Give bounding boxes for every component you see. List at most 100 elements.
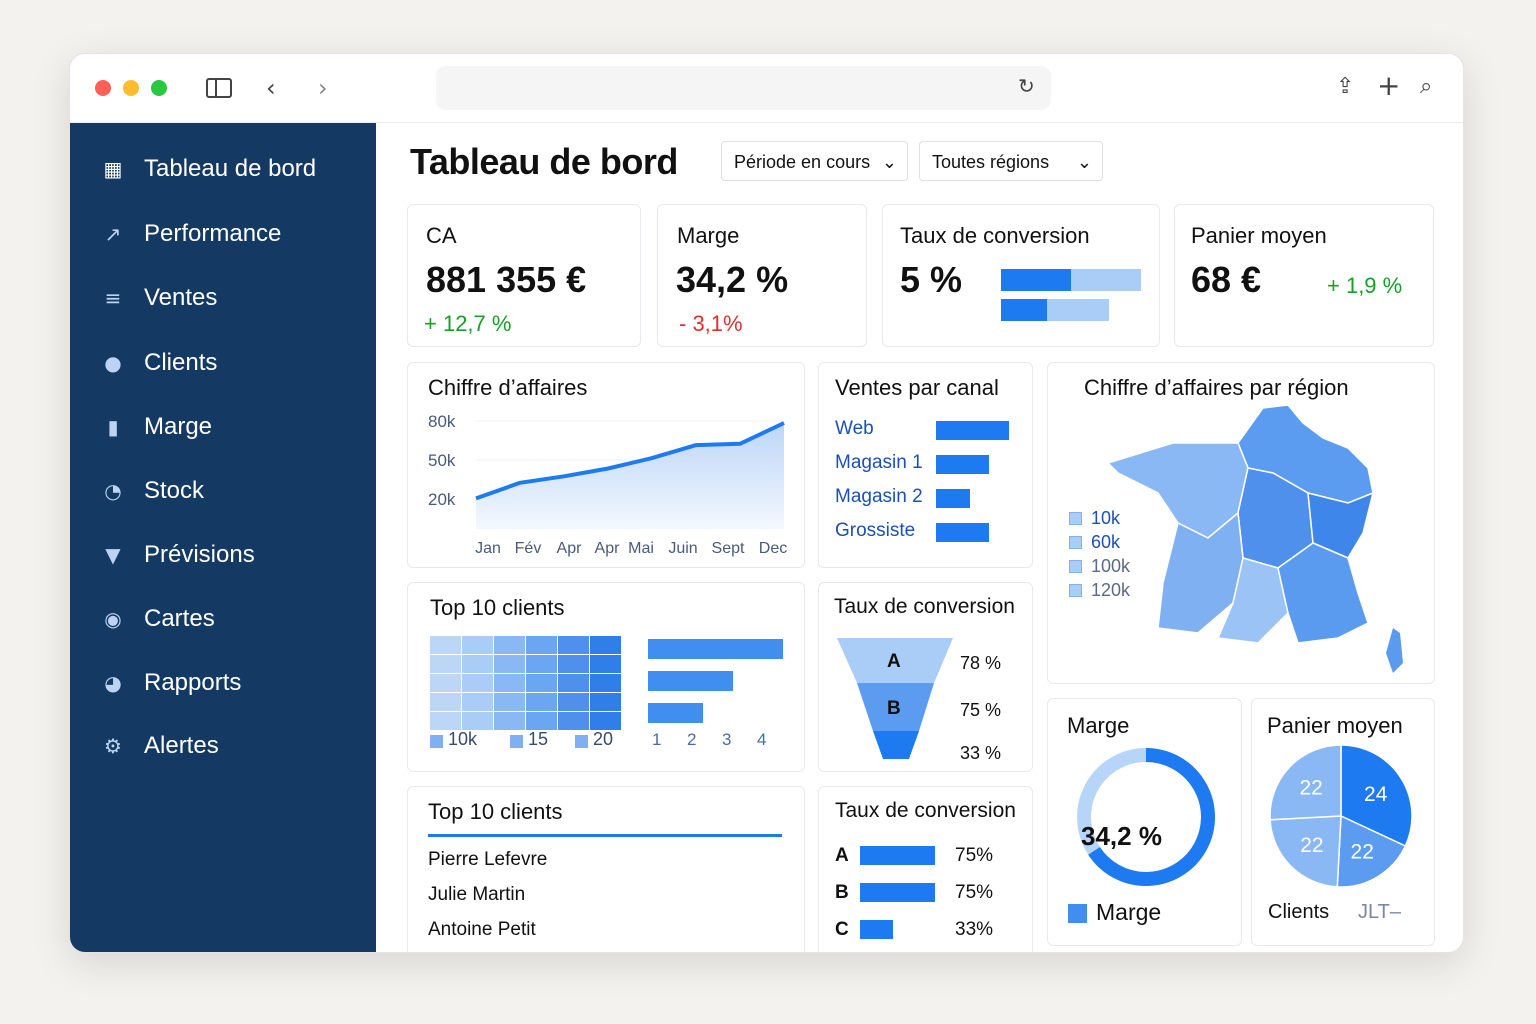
legend-swatch xyxy=(1069,560,1082,573)
channel-bar xyxy=(936,489,971,508)
france-map xyxy=(1106,404,1403,673)
revenue-area-chart: 80k 50k 20k Jan Fév Apr Apr Mai Juin Sept Dec xyxy=(428,412,787,557)
x-tick-label: Fév xyxy=(515,540,542,557)
heatmap-cell xyxy=(494,636,525,654)
sidebar-item-label: Rapports xyxy=(144,669,242,696)
new-tab-icon[interactable]: + xyxy=(1377,69,1401,102)
sidebar-toggle-icon[interactable] xyxy=(206,78,232,98)
heatmap-cell xyxy=(590,636,621,654)
channel-bar xyxy=(936,523,989,542)
kpi-label: Marge xyxy=(677,223,740,248)
sidebar-item-alertes[interactable]: ⚙ Alertes xyxy=(100,732,219,760)
kpi-label: Panier moyen xyxy=(1191,223,1327,248)
heatmap-cell xyxy=(430,712,461,730)
chart-title: Ventes par canal xyxy=(835,375,999,400)
heatmap-cell xyxy=(494,655,525,673)
heatmap-cell xyxy=(558,693,589,711)
close-window-button[interactable] xyxy=(95,80,111,96)
sidebar-item-rapports[interactable]: ◕ Rapports xyxy=(100,669,241,697)
kpi-marge: Marge 34,2 % - 3,1% xyxy=(657,204,867,347)
user-icon: ● xyxy=(104,351,122,375)
heatmap-cell xyxy=(526,674,557,692)
bookmark-doc-icon: ▮ xyxy=(107,415,119,439)
conversion-bars-card: Taux de conversion A 75% B 75% C 33% xyxy=(818,786,1033,952)
sidebar-item-cartes[interactable]: ◉ Cartes xyxy=(100,605,215,633)
conversion-funnel xyxy=(837,638,953,759)
bar-value-label: 75% xyxy=(955,882,994,903)
x-tick-label: Jan xyxy=(475,540,501,557)
margin-donut-card: Marge 34,2 % Marge xyxy=(1047,698,1242,946)
heatmap-cell xyxy=(558,636,589,654)
heatmap-cell xyxy=(430,636,461,654)
chart-title: Taux de conversion xyxy=(835,799,1016,822)
heatmap-cell xyxy=(462,655,493,673)
x-tick-label: Mai xyxy=(628,540,654,557)
sidebar-item-label: Cartes xyxy=(144,605,215,632)
reload-icon[interactable]: ↻ xyxy=(1018,74,1035,98)
heatmap-cell xyxy=(590,712,621,730)
title-underline xyxy=(428,834,782,837)
conversion-bar-track xyxy=(1001,299,1109,321)
sidebar-item-ventes[interactable]: ≡ Ventes xyxy=(100,284,218,312)
x-tick-label: Sept xyxy=(712,540,745,557)
x-tick-label: Apr xyxy=(595,540,621,557)
channel-bar xyxy=(936,421,1009,440)
maximize-window-button[interactable] xyxy=(151,80,167,96)
forward-icon[interactable]: › xyxy=(318,74,328,102)
y-tick-label: 50k xyxy=(428,451,456,470)
bar-value-label: 33% xyxy=(955,919,994,940)
map-pin-icon: ◉ xyxy=(104,607,122,631)
list-item[interactable]: Julie Martin xyxy=(428,884,526,905)
client-bar xyxy=(648,703,704,723)
pie-slice xyxy=(1269,815,1342,888)
sidebar-item-clients[interactable]: ● Clients xyxy=(100,349,217,377)
sidebar-item-marge[interactable]: ▮ Marge xyxy=(100,413,212,441)
stock-icon: ◔ xyxy=(104,479,122,503)
minimize-window-button[interactable] xyxy=(123,80,139,96)
sidebar-item-label: Ventes xyxy=(144,284,218,311)
legend-swatch xyxy=(510,735,523,748)
heatmap-cell xyxy=(590,674,621,692)
search-icon[interactable]: ⌕ xyxy=(1420,74,1433,99)
x-tick-label: 4 xyxy=(757,730,767,749)
heatmap-cell xyxy=(494,712,525,730)
donut-value-arc xyxy=(1088,748,1215,886)
list-item[interactable]: Antoine Petit xyxy=(428,919,536,940)
bookmark-icon: ▼ xyxy=(105,543,121,567)
kpi-value: 5 % xyxy=(900,259,963,300)
address-bar[interactable]: ↻ xyxy=(436,66,1051,110)
sales-channel-card: Ventes par canal Web Magasin 1 Magasin 2 Gr… xyxy=(818,362,1033,568)
bar-category: B xyxy=(835,882,849,903)
basket-pie-card: Panier moyen 24 22 22 22 Clients JLT– xyxy=(1251,698,1435,946)
legend-swatch xyxy=(1069,512,1082,525)
y-tick-label: 80k xyxy=(428,412,456,431)
channel-label: Grossiste xyxy=(835,520,916,541)
region-select[interactable]: Toutes régions ⌄ xyxy=(919,141,1103,181)
legend-label: 20 xyxy=(593,729,614,749)
kpi-panier: Panier moyen 68 € + 1,9 % xyxy=(1174,204,1434,347)
legend-swatch xyxy=(1069,584,1082,597)
donut-center-label: 34,2 % xyxy=(1081,821,1162,851)
sidebar-item-stock[interactable]: ◔ Stock xyxy=(100,477,204,505)
pie-slice xyxy=(1340,744,1413,848)
x-tick-label: Dec xyxy=(759,540,787,557)
sidebar-item-previsions[interactable]: ▼ Prévisions xyxy=(100,541,254,569)
funnel-stage-label: A xyxy=(887,651,901,672)
back-icon[interactable]: ‹ xyxy=(266,74,276,102)
pie-slice xyxy=(1269,744,1342,821)
heatmap-cell xyxy=(494,674,525,692)
legend-label: 10k xyxy=(1091,508,1121,528)
sidebar-item-performance[interactable]: ↗ Performance xyxy=(100,220,282,248)
legend-label: 15 xyxy=(528,729,549,749)
heatmap-cell xyxy=(430,693,461,711)
period-select[interactable]: Période en cours ⌄ xyxy=(721,141,908,181)
chart-title: Top 10 clients xyxy=(430,595,565,620)
legend-label: 120k xyxy=(1091,580,1131,600)
share-icon[interactable]: ⇪ xyxy=(1336,74,1355,99)
legend-swatch xyxy=(430,735,443,748)
sidebar-item-tableau-de-bord[interactable]: ▦ Tableau de bord xyxy=(100,155,317,183)
pie-slice-label: 22 xyxy=(1300,834,1323,857)
channel-label: Magasin 2 xyxy=(835,486,923,507)
list-item[interactable]: Pierre Lefevre xyxy=(428,849,548,870)
kpi-value: 34,2 % xyxy=(676,259,789,300)
